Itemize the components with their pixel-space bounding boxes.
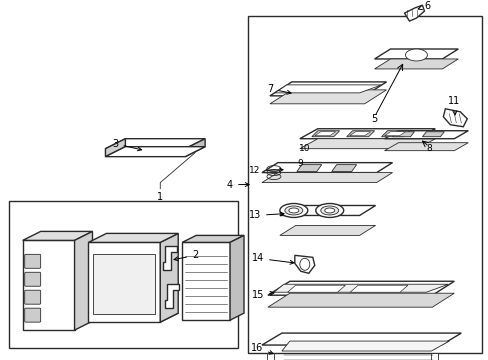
Polygon shape [422, 132, 444, 137]
Polygon shape [273, 284, 447, 292]
Polygon shape [93, 254, 155, 314]
Polygon shape [105, 139, 204, 149]
Ellipse shape [324, 208, 334, 213]
Polygon shape [349, 285, 407, 292]
Polygon shape [430, 353, 437, 360]
Polygon shape [281, 341, 448, 351]
Polygon shape [374, 49, 457, 59]
Polygon shape [299, 129, 434, 139]
Text: 3: 3 [112, 139, 141, 151]
Polygon shape [182, 242, 229, 320]
Ellipse shape [288, 208, 298, 213]
Polygon shape [182, 235, 244, 242]
Polygon shape [349, 132, 370, 136]
Polygon shape [384, 131, 468, 139]
Polygon shape [185, 139, 204, 157]
FancyBboxPatch shape [25, 254, 41, 268]
Polygon shape [384, 132, 405, 136]
Polygon shape [163, 246, 177, 270]
Polygon shape [88, 242, 160, 322]
Polygon shape [262, 163, 392, 172]
FancyBboxPatch shape [25, 272, 41, 286]
Text: 16: 16 [250, 343, 273, 354]
Polygon shape [384, 143, 468, 151]
Text: 2: 2 [174, 250, 198, 261]
Text: 15: 15 [251, 290, 273, 300]
Ellipse shape [315, 203, 343, 217]
Polygon shape [269, 90, 386, 104]
Text: 8: 8 [426, 144, 431, 153]
Text: 4: 4 [226, 180, 248, 190]
Bar [9, 201, 238, 348]
Text: 10: 10 [299, 144, 310, 153]
Polygon shape [294, 255, 314, 273]
Polygon shape [296, 165, 321, 172]
Bar [247, 16, 481, 353]
Polygon shape [229, 235, 244, 320]
Polygon shape [267, 281, 453, 295]
Text: 14: 14 [251, 253, 293, 264]
Polygon shape [311, 131, 339, 137]
Polygon shape [274, 85, 381, 93]
Polygon shape [266, 353, 273, 360]
Polygon shape [374, 59, 457, 69]
Text: 6: 6 [417, 1, 429, 11]
FancyBboxPatch shape [25, 308, 41, 322]
Polygon shape [105, 147, 204, 157]
Ellipse shape [285, 206, 302, 215]
FancyBboxPatch shape [25, 290, 41, 304]
Polygon shape [262, 172, 392, 183]
Ellipse shape [299, 258, 309, 270]
Ellipse shape [279, 203, 307, 217]
Ellipse shape [405, 49, 427, 61]
Polygon shape [262, 333, 460, 345]
Polygon shape [74, 231, 92, 330]
Text: 7: 7 [266, 84, 290, 94]
Text: 9: 9 [296, 159, 302, 168]
Polygon shape [381, 131, 408, 137]
Text: 12: 12 [249, 166, 283, 175]
Polygon shape [22, 231, 92, 240]
Polygon shape [314, 132, 335, 136]
Polygon shape [165, 284, 179, 308]
Polygon shape [279, 206, 375, 216]
Polygon shape [88, 313, 178, 322]
Polygon shape [22, 240, 74, 330]
Polygon shape [346, 131, 374, 137]
Polygon shape [88, 233, 178, 242]
Polygon shape [267, 293, 453, 307]
Polygon shape [392, 132, 414, 137]
Text: 11: 11 [447, 96, 460, 115]
Text: 1: 1 [157, 192, 163, 202]
Polygon shape [160, 233, 178, 322]
Text: 5: 5 [371, 114, 377, 124]
Polygon shape [105, 139, 125, 157]
Polygon shape [269, 82, 386, 96]
Polygon shape [443, 109, 467, 127]
Polygon shape [404, 5, 424, 21]
Ellipse shape [320, 206, 338, 215]
Text: 13: 13 [248, 211, 284, 220]
Polygon shape [287, 285, 345, 292]
Polygon shape [279, 225, 375, 235]
Polygon shape [299, 139, 434, 149]
Polygon shape [331, 165, 356, 172]
